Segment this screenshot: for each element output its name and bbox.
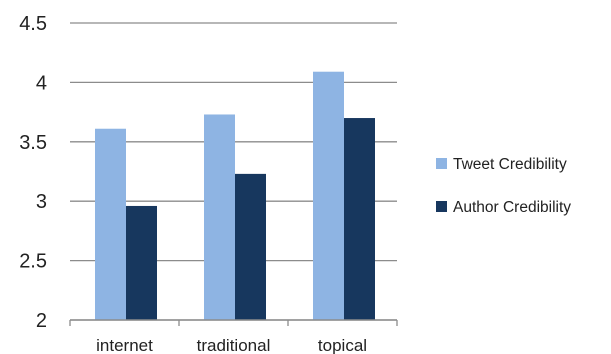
bar-author-credibility-traditional (235, 173, 266, 320)
legend-swatch (436, 201, 447, 212)
legend: Tweet Credibility Author Credibility (436, 156, 571, 216)
bar-author-credibility-internet (126, 205, 157, 320)
y-tick-label: 3 (36, 191, 47, 213)
x-axis (69, 319, 398, 326)
x-axis-category-labels: internet traditional topical (96, 336, 367, 354)
bars (95, 71, 375, 320)
y-tick-label: 3.5 (19, 132, 47, 154)
bar-author-credibility-topical (344, 118, 375, 320)
x-category-label: topical (318, 336, 367, 354)
legend-swatch (436, 158, 447, 169)
y-tick-label: 4 (36, 72, 47, 94)
bar-tweet-credibility-traditional (204, 114, 235, 320)
legend-label: Tweet Credibility (453, 156, 567, 173)
y-tick-label: 2 (36, 310, 47, 332)
bar-tweet-credibility-internet (95, 128, 126, 320)
x-category-label: internet (96, 336, 153, 354)
y-tick-label: 4.5 (19, 13, 47, 35)
bar-tweet-credibility-topical (313, 71, 344, 320)
y-tick-label: 2.5 (19, 251, 47, 273)
x-category-label: traditional (197, 336, 271, 354)
legend-label: Author Credibility (453, 199, 571, 216)
y-axis-tick-labels: 2 2.5 3 3.5 4 4.5 (19, 13, 47, 332)
